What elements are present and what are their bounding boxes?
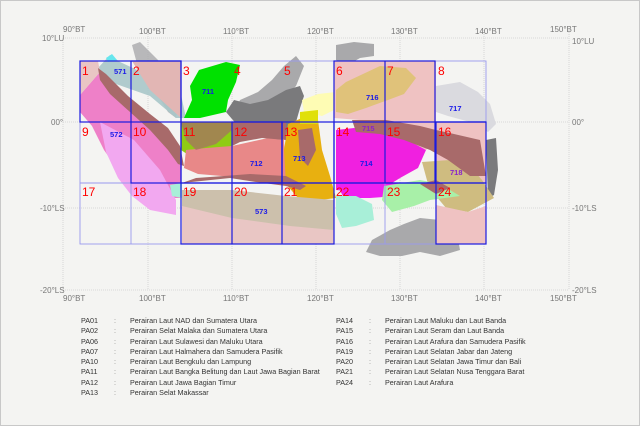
legend-item: PA19: Perairan Laut Selatan Jabar dan Jat… [336, 346, 513, 356]
x-axis-top-label: 140°BT [475, 27, 502, 36]
cell-18: 18 [133, 185, 147, 199]
fishing-area-map: 1 2 3 4 5 6 7 8 9 10 11 12 13 14 15 16 1… [62, 30, 570, 291]
legend-item: PA14: Perairan Laut Maluku dan Laut Banda [336, 316, 507, 325]
x-axis-bottom-label: 90°BT [63, 294, 86, 303]
y-axis-left-label: 00° [51, 118, 64, 127]
legend-item: PA11: Perairan Laut Bangka Belitung dan L… [81, 367, 320, 377]
wpp-714: 714 [360, 159, 373, 168]
x-axis-top-label: 100°BT [139, 27, 166, 36]
x-axis-top-label: 110°BT [223, 27, 250, 36]
x-axis-bottom-label: 100°BT [139, 294, 166, 303]
legend-item: PA02: Perairan Selat Malaka dan Sumatera … [81, 326, 268, 336]
wpp-718: 718 [450, 168, 463, 177]
legend-item: PA12: Perairan Laut Jawa Bagian Timur [81, 377, 237, 387]
cell-1: 1 [82, 64, 89, 78]
cell-14: 14 [336, 125, 350, 139]
x-axis-bottom-label: 130°BT [391, 294, 418, 303]
wpp-716: 716 [366, 93, 379, 102]
wpp-572: 572 [110, 130, 123, 139]
x-axis-top-label: 120°BT [307, 27, 334, 36]
legend-item: PA20: Perairan Laut Selatan Jawa Timur da… [336, 357, 522, 367]
grid-cell-numbers: 1 2 3 4 5 6 7 8 9 10 11 12 13 14 15 16 1… [82, 64, 452, 199]
wpp-717: 717 [449, 104, 462, 113]
legend-item: PA24: Perairan Laut Arafura [336, 377, 454, 387]
cell-13: 13 [284, 125, 298, 139]
cell-23: 23 [387, 185, 401, 199]
x-axis-bottom-label: 140°BT [475, 294, 502, 303]
cell-8: 8 [438, 64, 445, 78]
cell-15: 15 [387, 125, 401, 139]
cell-6: 6 [336, 64, 343, 78]
legend-item: PA07: Perairan Laut Halmahera dan Samuder… [81, 346, 283, 356]
cell-5: 5 [284, 64, 291, 78]
x-axis-top-label: 90°BT [63, 25, 86, 34]
wpp-regions [80, 54, 494, 244]
cell-20: 20 [234, 185, 248, 199]
wpp-711: 711 [202, 87, 214, 96]
cell-2: 2 [133, 64, 140, 78]
wpp-571: 571 [114, 67, 127, 76]
y-axis-left-label: -20°LS [40, 286, 65, 295]
legend-item: PA16: Perairan Laut Arafura dan Samudera … [336, 336, 526, 346]
wpp-713: 713 [293, 154, 306, 163]
cell-11: 11 [183, 125, 196, 139]
x-axis-bottom-label: 150°BT [550, 294, 577, 303]
cell-10: 10 [133, 125, 147, 139]
legend-item: PA21: Perairan Laut Selatan Nusa Tenggara… [336, 367, 525, 377]
cell-19: 19 [183, 185, 197, 199]
legend-right: PA14: Perairan Laut Maluku dan Laut Banda… [336, 316, 526, 388]
cell-22: 22 [336, 185, 350, 199]
x-axis-top-label: 130°BT [391, 27, 418, 36]
legend-item: PA15: Perairan Laut Seram dan Laut Banda [336, 326, 505, 336]
cell-16: 16 [438, 125, 452, 139]
y-axis-left-label: -10°LS [40, 204, 65, 213]
cell-3: 3 [183, 64, 190, 78]
legend-left: PA01: Perairan Laut NAD dan Sumatera Utar… [81, 316, 320, 398]
fishing-grid-bold [79, 60, 487, 245]
y-axis-left-label: 10°LU [42, 34, 65, 43]
y-axis-right-label: 00° [572, 118, 585, 127]
x-axis-top-label: 150°BT [550, 25, 577, 34]
cell-4: 4 [234, 64, 241, 78]
wpp-573: 573 [255, 207, 268, 216]
y-axis-right-label: 10°LU [572, 37, 595, 46]
y-axis-right-label: -10°LS [572, 204, 597, 213]
legend-item: PA13: Perairan Selat Makassar [81, 388, 209, 398]
wpp-715: 715 [362, 124, 375, 133]
wpp-labels: 571 572 573 711 712 713 714 715 716 717 … [110, 67, 463, 216]
legend-item: PA10: Perairan Laut Bengkulu dan Lampung [81, 357, 252, 367]
x-axis-bottom-label: 120°BT [307, 294, 334, 303]
cell-12: 12 [234, 125, 248, 139]
cell-21: 21 [284, 185, 298, 199]
cell-24: 24 [438, 185, 452, 199]
wpp-712: 712 [250, 159, 263, 168]
cell-9: 9 [82, 125, 89, 139]
legend-item: PA01: Perairan Laut NAD dan Sumatera Utar… [81, 316, 258, 325]
x-axis-bottom-label: 110°BT [223, 294, 250, 303]
legend-item: PA06: Perairan Laut Sulawesi dan Maluku U… [81, 336, 263, 346]
cell-7: 7 [387, 64, 394, 78]
y-axis-right-label: -20°LS [572, 286, 597, 295]
cell-17: 17 [82, 185, 96, 199]
